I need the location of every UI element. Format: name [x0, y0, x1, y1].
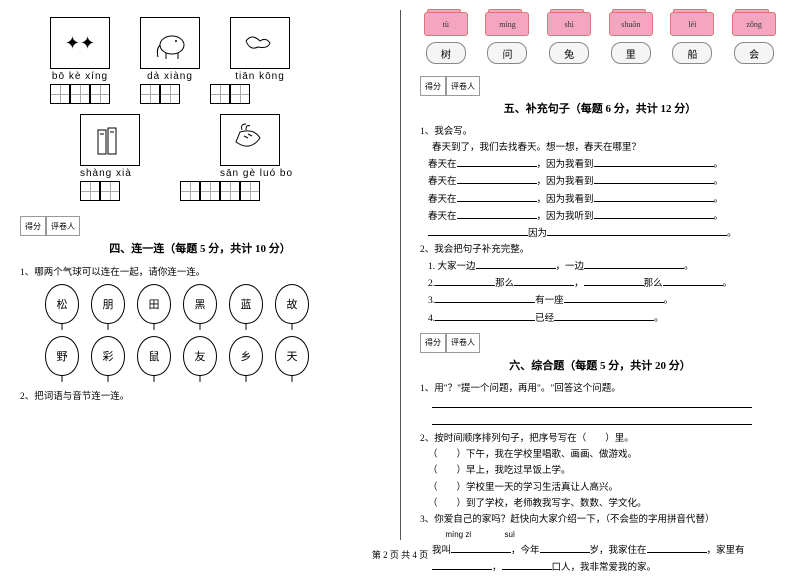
- balloon[interactable]: 野: [45, 336, 79, 376]
- score-label: 得分: [420, 76, 446, 96]
- pink-card: zǒng: [732, 12, 776, 36]
- section-5-title: 五、补充句子（每题 6 分，共计 12 分）: [420, 100, 780, 116]
- pic-elephant: [140, 17, 200, 69]
- balloon[interactable]: 友: [183, 336, 217, 376]
- pink-card: míng: [485, 12, 529, 36]
- grader-label: 评卷人: [446, 333, 480, 353]
- score-box-6: 得分 评卷人: [420, 333, 780, 353]
- q5-2: 2、我会把句子补充完整。: [420, 242, 780, 258]
- q6-2-items: （ ）下午，我在学校里唱歌、画画、做游戏。 （ ）早上，我吃过早饭上学。 （ ）…: [428, 447, 780, 512]
- pillow-char: 会: [734, 42, 774, 64]
- q5-1-intro: 春天到了，我们去找春天。想一想，春天在哪里？: [432, 140, 780, 156]
- pic-sky: [230, 17, 290, 69]
- score-label: 得分: [20, 216, 46, 236]
- q6-2: 2、按时间顺序排列句子，把序号写在（ ）里。: [420, 431, 780, 447]
- column-divider: [400, 10, 401, 540]
- pinyin-row-2: shàng xià sān gè luó bo: [80, 168, 380, 179]
- balloon[interactable]: 天: [275, 336, 309, 376]
- balloon[interactable]: 故: [275, 284, 309, 324]
- pillow-char: 树: [426, 42, 466, 64]
- pillow-char: 兔: [549, 42, 589, 64]
- balloon[interactable]: 松: [45, 284, 79, 324]
- pinyin-4: shàng xià: [80, 168, 140, 179]
- pinyin-5: sān gè luó bo: [220, 168, 320, 179]
- balloon[interactable]: 田: [137, 284, 171, 324]
- pink-card: shuōn: [609, 12, 653, 36]
- balloon-row-2: 野 彩 鼠 友 乡 天: [45, 336, 380, 376]
- q5-1-lines: 春天在，因为我看到。 春天在，因为我看到。 春天在，因为我看到。 春天在，因为我…: [428, 156, 780, 242]
- pink-card: shì: [547, 12, 591, 36]
- pillow-char: 问: [487, 42, 527, 64]
- picture-row-1: ✦✦: [50, 17, 380, 69]
- section-4-title: 四、连一连（每题 5 分，共计 10 分）: [20, 240, 380, 256]
- pinyin-row-1: bō kè xíng dà xiàng tiān kōng: [50, 71, 380, 82]
- balloon[interactable]: 乡: [229, 336, 263, 376]
- q4-2-text: 2、把词语与音节连一连。: [20, 388, 380, 402]
- pic-stars: ✦✦: [50, 17, 110, 69]
- q5-1: 1、我会写。: [420, 124, 780, 140]
- q6-3: 3、你爱自己的家吗？赶快向大家介绍一下，（不会些的字用拼音代替）: [420, 512, 780, 528]
- score-label: 得分: [420, 333, 446, 353]
- pic-books: [80, 114, 140, 166]
- grid-row-1: [50, 84, 380, 104]
- right-column: tù míng shì shuōn léi zǒng 树 问 兔 里 船 会 得…: [400, 0, 800, 545]
- section-6-title: 六、综合题（每题 5 分，共计 20 分）: [420, 357, 780, 373]
- grader-label: 评卷人: [446, 76, 480, 96]
- pillow-char: 船: [672, 42, 712, 64]
- grid-row-2: [80, 181, 380, 201]
- pinyin-1: bō kè xíng: [50, 71, 110, 82]
- pillow-char: 里: [611, 42, 651, 64]
- left-column: ✦✦ bō kè xíng dà xiàng tiān kōng: [0, 0, 400, 545]
- pink-card-row: tù míng shì shuōn léi zǒng: [420, 12, 780, 36]
- pinyin-2: dà xiàng: [140, 71, 200, 82]
- balloon[interactable]: 彩: [91, 336, 125, 376]
- score-box-4: 得分 评卷人: [20, 216, 380, 236]
- q6-1: 1、用"？"提一个问题，再用"。"回答这个问题。: [420, 381, 780, 397]
- q5-2-lines: 1. 大家一边，一边。 2.那么，那么。 3.有一座。 4.已经。: [428, 258, 780, 327]
- grader-label: 评卷人: [46, 216, 80, 236]
- pink-card: léi: [670, 12, 714, 36]
- balloon[interactable]: 朋: [91, 284, 125, 324]
- score-box-5: 得分 评卷人: [420, 76, 780, 96]
- pink-card: tù: [424, 12, 468, 36]
- balloon[interactable]: 黑: [183, 284, 217, 324]
- balloon-row-1: 松 朋 田 黑 蓝 故: [45, 284, 380, 324]
- pic-carrot: [220, 114, 280, 166]
- balloon[interactable]: 蓝: [229, 284, 263, 324]
- pillow-row: 树 问 兔 里 船 会: [420, 42, 780, 64]
- pinyin-3: tiān kōng: [230, 71, 290, 82]
- balloon[interactable]: 鼠: [137, 336, 171, 376]
- q4-1-text: 1、哪两个气球可以连在一起，请你连一连。: [20, 264, 380, 278]
- picture-row-2: [80, 114, 380, 166]
